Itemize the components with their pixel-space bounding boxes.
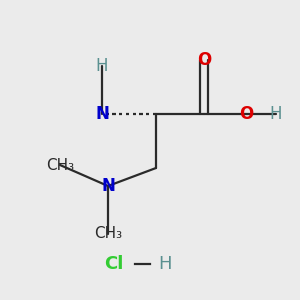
Text: Cl: Cl: [104, 255, 124, 273]
Text: O: O: [239, 105, 253, 123]
Text: O: O: [197, 51, 211, 69]
Text: CH₃: CH₃: [46, 158, 74, 172]
Text: H: H: [270, 105, 282, 123]
Text: CH₃: CH₃: [94, 226, 122, 242]
Text: H: H: [96, 57, 108, 75]
Text: N: N: [95, 105, 109, 123]
Text: N: N: [101, 177, 115, 195]
Text: H: H: [158, 255, 172, 273]
